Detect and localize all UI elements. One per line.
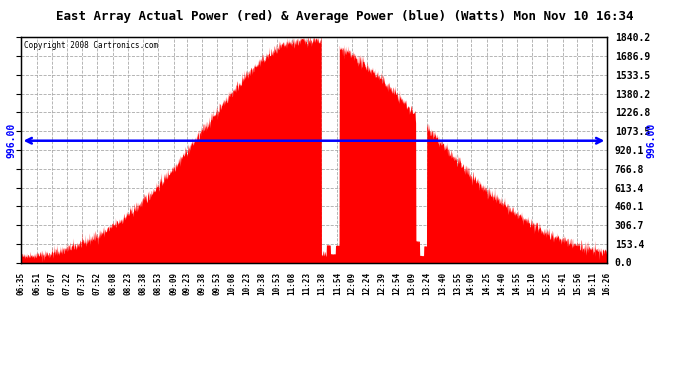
Text: 996.00: 996.00 <box>647 123 656 158</box>
Text: 996.00: 996.00 <box>6 123 16 158</box>
Text: Copyright 2008 Cartronics.com: Copyright 2008 Cartronics.com <box>23 41 158 50</box>
Text: East Array Actual Power (red) & Average Power (blue) (Watts) Mon Nov 10 16:34: East Array Actual Power (red) & Average … <box>57 10 633 23</box>
